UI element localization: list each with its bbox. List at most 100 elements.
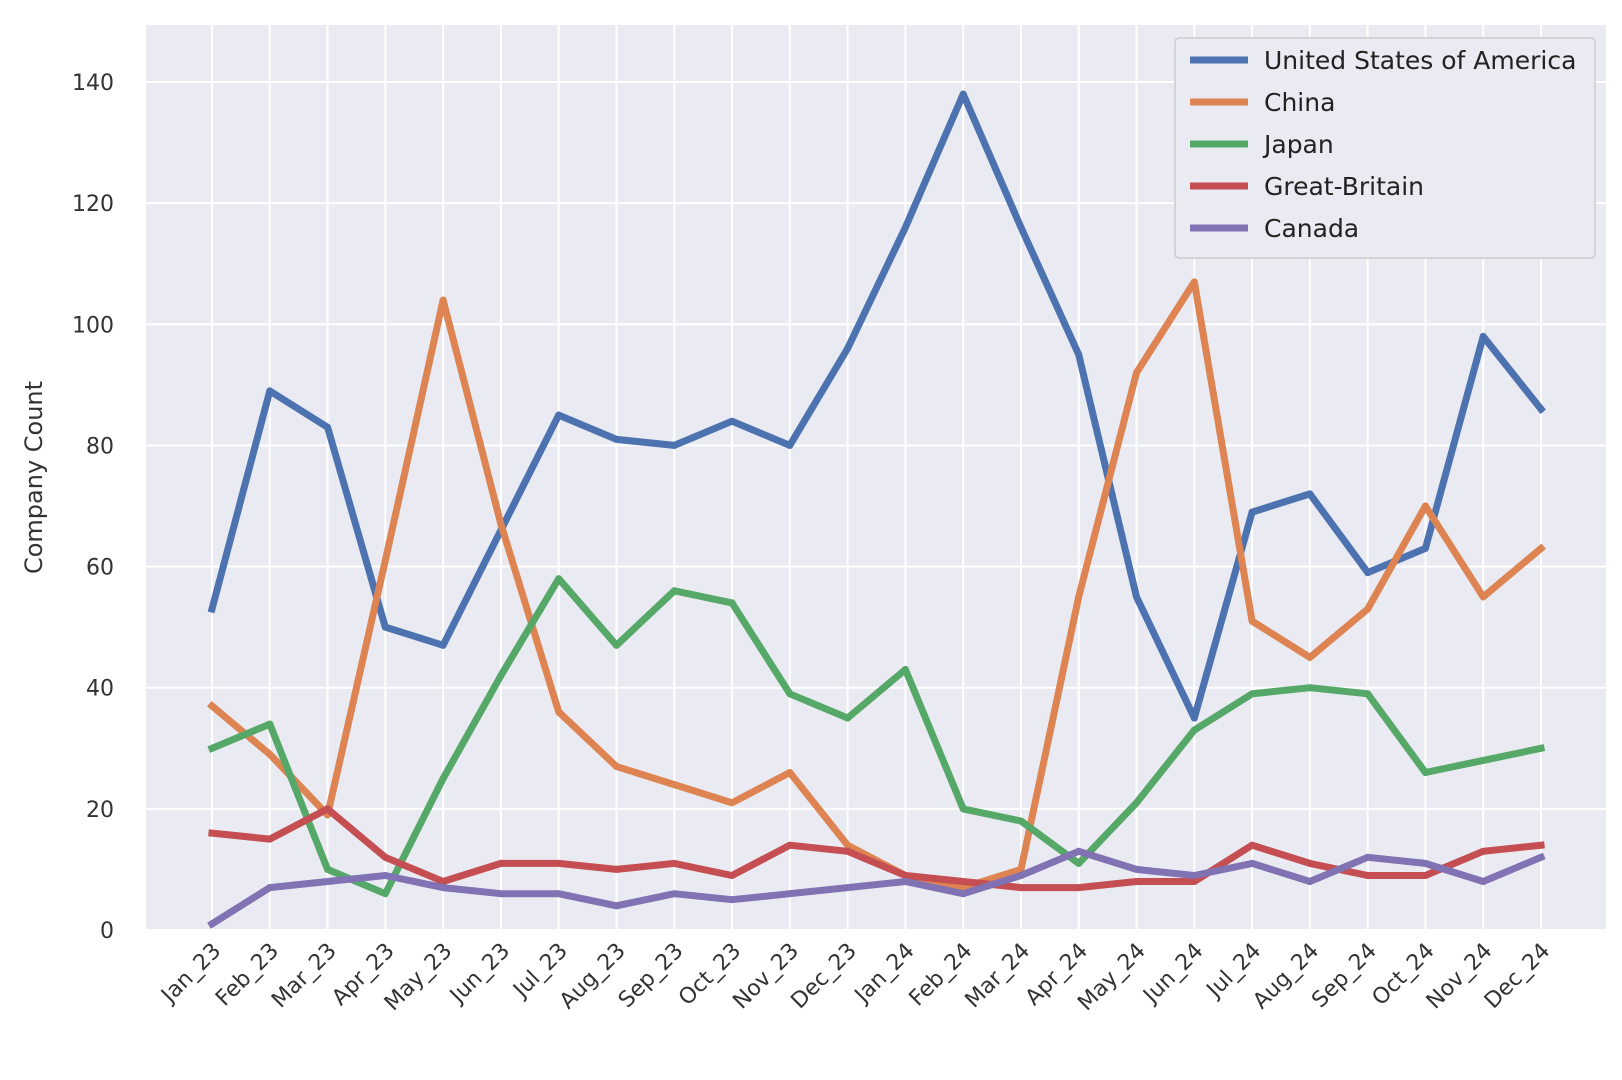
data-point (728, 799, 736, 807)
data-point (959, 890, 967, 898)
data-point (613, 641, 620, 649)
legend-label: Canada (1264, 214, 1359, 243)
x-tick-label: Jun_23 (444, 939, 515, 1010)
data-point (497, 520, 505, 528)
data-point (1306, 490, 1314, 498)
data-point (1421, 859, 1429, 867)
data-point (1364, 872, 1372, 879)
data-point (324, 865, 332, 873)
data-point (208, 744, 216, 752)
data-point (555, 859, 563, 867)
data-point (901, 223, 909, 231)
data-point (844, 345, 852, 352)
data-point (1248, 841, 1256, 849)
data-point (1133, 369, 1140, 377)
x-tick-label: Mar_24 (961, 939, 1036, 1014)
data-point (728, 872, 736, 879)
series-line-4 (207, 847, 1546, 929)
series-line-2 (207, 575, 1546, 898)
data-point (1133, 799, 1140, 807)
data-point (1075, 859, 1083, 867)
data-point (670, 587, 678, 595)
data-point (1306, 878, 1314, 885)
data-point (1133, 865, 1140, 873)
data-point (1479, 593, 1487, 601)
data-point (1075, 351, 1083, 359)
legend-label: China (1264, 88, 1335, 117)
data-point (1017, 872, 1025, 879)
series-line-3 (208, 805, 1545, 892)
data-point (959, 884, 967, 892)
data-point (1537, 544, 1545, 552)
data-point (439, 641, 447, 649)
data-point (844, 714, 852, 722)
data-point (613, 435, 620, 443)
data-point (728, 599, 736, 607)
data-point (613, 865, 620, 873)
data-point (844, 841, 852, 849)
legend-label: Great-Britain (1264, 172, 1424, 201)
data-point (1248, 508, 1256, 516)
data-point (381, 872, 389, 879)
data-point (1364, 690, 1372, 698)
data-point (786, 841, 794, 849)
x-tick-label: Sep_24 (1307, 939, 1382, 1014)
legend-label: Japan (1262, 130, 1334, 159)
data-point (555, 890, 563, 898)
data-point (901, 878, 909, 885)
data-point (266, 835, 274, 843)
data-point (670, 781, 678, 789)
data-point (670, 859, 678, 867)
y-tick-label: 0 (100, 919, 114, 944)
y-tick-label: 100 (72, 313, 114, 338)
data-point (1190, 872, 1198, 879)
data-point (613, 902, 620, 910)
data-point (1190, 726, 1198, 734)
data-point (901, 872, 909, 879)
data-point (786, 690, 794, 698)
data-point (670, 441, 678, 449)
x-tick-label: Mar_23 (267, 939, 342, 1014)
data-point (1075, 884, 1083, 892)
data-point (1364, 853, 1372, 861)
y-tick-label: 20 (86, 798, 114, 823)
data-point (439, 884, 447, 892)
data-point (266, 884, 274, 892)
data-point (439, 775, 447, 783)
y-tick-label: 60 (86, 556, 114, 581)
data-point (208, 605, 216, 613)
data-point (381, 853, 389, 861)
y-axis-title: Company Count (20, 381, 48, 574)
series-lines (207, 90, 1546, 929)
data-point (1421, 872, 1429, 879)
data-point (1537, 744, 1545, 752)
data-point (324, 423, 332, 431)
data-point (959, 878, 967, 885)
y-tick-label: 140 (72, 71, 114, 96)
data-point (208, 829, 216, 837)
data-point (1075, 847, 1083, 855)
y-tick-label: 40 (86, 677, 114, 702)
legend-label: United States of America (1264, 46, 1576, 75)
legend: United States of America China Japan Great-… (1174, 37, 1596, 259)
data-point (728, 896, 736, 904)
data-point (208, 702, 216, 710)
data-point (1306, 684, 1314, 692)
data-point (497, 859, 505, 867)
series-line-0 (207, 90, 1546, 722)
legend-box (1174, 37, 1596, 259)
data-point (555, 411, 563, 419)
data-point (324, 805, 332, 813)
data-point (613, 763, 620, 770)
data-point (670, 890, 678, 898)
data-point (1017, 817, 1025, 825)
data-point (1364, 605, 1372, 613)
data-point (381, 623, 389, 631)
data-point (901, 666, 909, 673)
data-point (844, 884, 852, 892)
data-point (786, 890, 794, 898)
data-point (1190, 878, 1198, 885)
data-point (1190, 714, 1198, 722)
data-point (555, 575, 563, 583)
